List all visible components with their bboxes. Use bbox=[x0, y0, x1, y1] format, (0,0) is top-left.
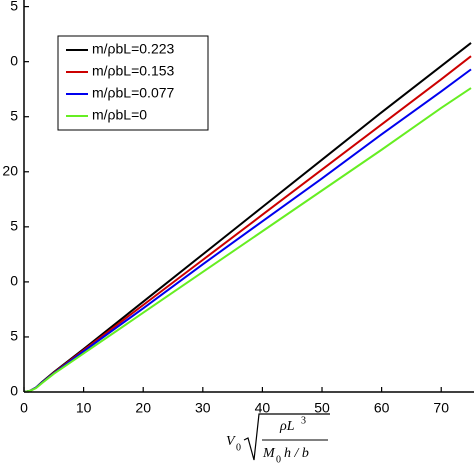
x-tick-label: 50 bbox=[314, 400, 330, 416]
x-label-den: M bbox=[262, 446, 276, 461]
x-label-den-rest: h / b bbox=[284, 446, 309, 461]
x-label-num: ρL bbox=[279, 419, 295, 434]
y-tick-label: 0 bbox=[10, 273, 18, 289]
plot-area bbox=[24, 42, 472, 392]
legend-label: m/ρbL=0 bbox=[92, 107, 147, 123]
x-label-v: V bbox=[226, 434, 236, 449]
legend-label: m/ρbL=0.077 bbox=[92, 85, 175, 101]
x-tick-label: 70 bbox=[433, 400, 449, 416]
y-tick-label: 20 bbox=[2, 162, 18, 178]
x-label-den-sub: 0 bbox=[276, 454, 281, 465]
y-tick-label: 5 bbox=[10, 328, 18, 344]
x-label-num-sup: 3 bbox=[301, 415, 306, 426]
sqrt-sign bbox=[243, 413, 330, 461]
x-axis-label: V 0 ρL 3 M 0 h / b bbox=[226, 413, 330, 465]
y-tick-label: 0 bbox=[10, 383, 18, 399]
y-tick-label: 5 bbox=[10, 107, 18, 123]
y-tick-label: 0 bbox=[10, 52, 18, 68]
x-tick-label: 60 bbox=[374, 400, 390, 416]
x-tick-label: 40 bbox=[255, 400, 271, 416]
x-tick-label: 10 bbox=[76, 400, 92, 416]
y-tick-label: 5 bbox=[10, 218, 18, 234]
x-tick-label: 20 bbox=[135, 400, 151, 416]
legend-label: m/ρbL=0.223 bbox=[92, 41, 175, 57]
x-tick-label: 30 bbox=[195, 400, 211, 416]
data-line bbox=[24, 87, 472, 392]
legend-label: m/ρbL=0.153 bbox=[92, 63, 175, 79]
legend-box bbox=[57, 35, 209, 131]
x-tick-label: 0 bbox=[20, 400, 28, 416]
x-label-v-sub: 0 bbox=[236, 442, 241, 453]
y-tick-label: 5 bbox=[10, 0, 18, 13]
